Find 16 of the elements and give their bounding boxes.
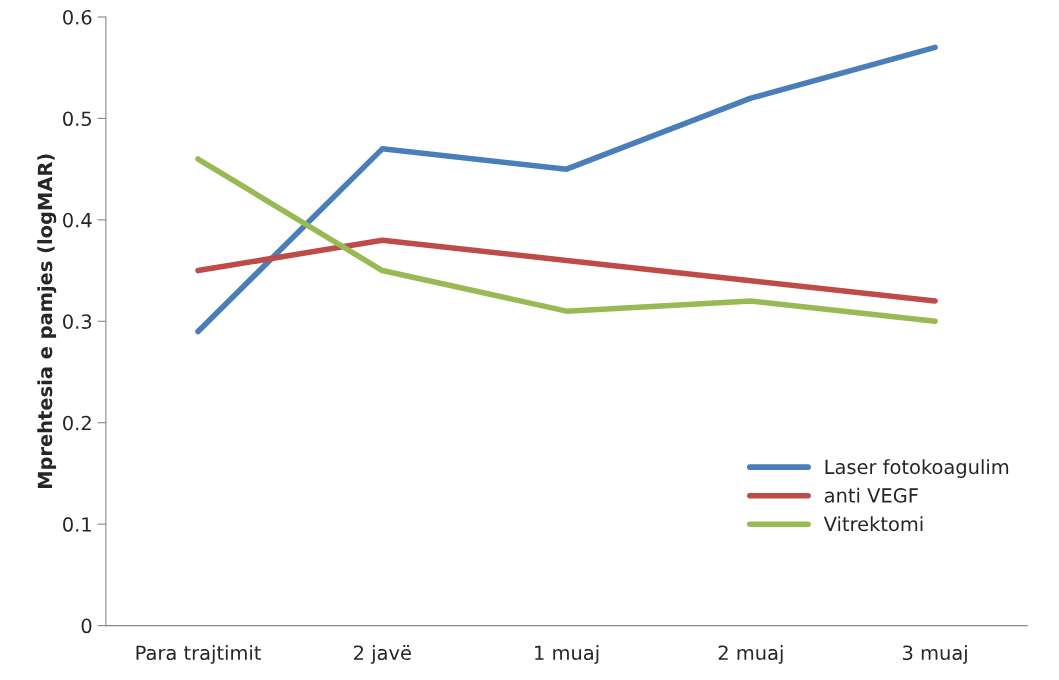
x-tick-label: Para trajtimit xyxy=(136,645,261,664)
y-tick-label: 0.5 xyxy=(63,111,92,127)
y-tick-label: 0.3 xyxy=(63,314,92,329)
x-tick-label: 3 muaj xyxy=(903,645,967,664)
y-tick-label: 0.2 xyxy=(63,415,91,431)
y-axis-title: Mprehtesia e pamjes (logMAR) xyxy=(37,154,57,489)
x-tick-label: 1 muaj xyxy=(535,645,599,664)
legend-label: Vitrektomi xyxy=(823,516,923,532)
x-tick-label: 2 muaj xyxy=(718,645,783,664)
y-tick-label: 0.1 xyxy=(63,517,91,532)
y-tick-label: 0.6 xyxy=(63,9,92,25)
x-tick-label: 2 javë xyxy=(354,645,411,664)
y-tick-label: 0.4 xyxy=(63,212,92,228)
legend-label: anti VEGF xyxy=(824,487,918,503)
y-tick-label: 0 xyxy=(81,618,92,634)
legend-label: Laser fotokoagulim xyxy=(825,459,1009,478)
